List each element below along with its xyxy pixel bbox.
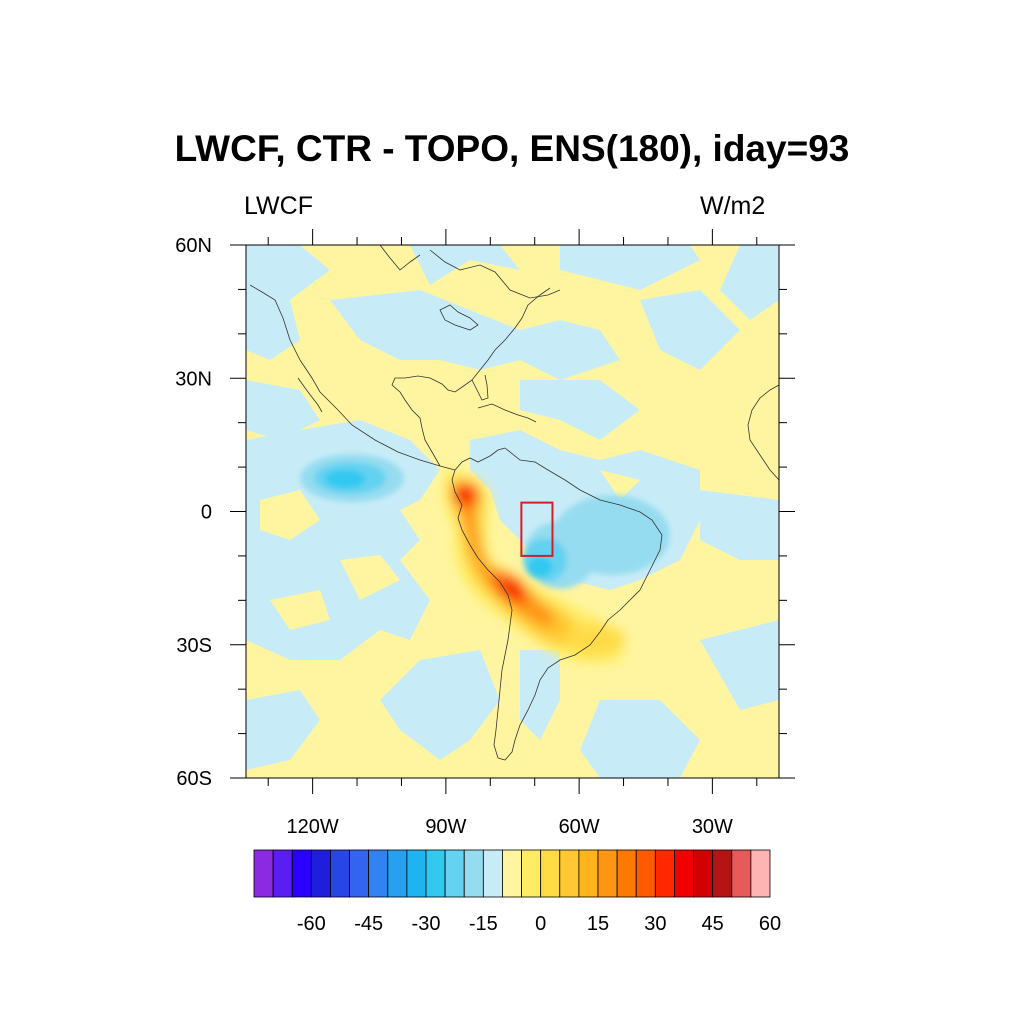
colorbar-label: 30 xyxy=(644,913,666,935)
lat-label: 30S xyxy=(176,635,212,657)
colorbar-label: 45 xyxy=(702,913,724,935)
colorbar-labels: -60 -45 -30 -15 0 15 30 45 60 xyxy=(297,913,781,935)
variable-label: LWCF xyxy=(244,192,313,220)
colorbar-swatch xyxy=(330,849,350,898)
lat-label: 0 xyxy=(201,502,212,524)
highlight-box xyxy=(520,501,554,557)
lon-label: 60W xyxy=(559,816,600,838)
lon-label: 120W xyxy=(287,816,339,838)
colorbar-swatch xyxy=(540,849,561,898)
axis-labels: 60N 30N 0 30S 60S 120W 90W 60W 30W xyxy=(175,235,733,838)
contour-field xyxy=(246,245,779,778)
colorbar-label: -15 xyxy=(469,913,498,935)
colorbar-swatch xyxy=(578,849,599,898)
colorbar-swatch xyxy=(291,849,312,898)
colorbar-label: 0 xyxy=(535,913,546,935)
lat-label: 30N xyxy=(175,368,212,390)
colorbar-label: 60 xyxy=(759,913,781,935)
colorbar-swatch xyxy=(559,849,580,898)
colorbar-swatch xyxy=(674,849,694,898)
colorbar xyxy=(253,849,771,898)
colorbar-swatch xyxy=(253,849,274,898)
colorbar-swatch xyxy=(635,849,656,898)
coastlines xyxy=(249,245,779,761)
colorbar-swatch xyxy=(597,849,618,898)
colorbar-swatch xyxy=(502,849,522,898)
colorbar-swatch xyxy=(272,849,293,898)
colorbar-swatch xyxy=(387,849,408,898)
colorbar-swatch xyxy=(654,849,675,898)
colorbar-swatch xyxy=(463,849,484,898)
colorbar-label: -60 xyxy=(297,913,326,935)
lon-label: 30W xyxy=(692,816,733,838)
colorbar-swatch xyxy=(731,849,752,898)
colorbar-label: 15 xyxy=(587,913,609,935)
colorbar-label: -30 xyxy=(412,913,441,935)
colorbar-swatch xyxy=(425,849,446,898)
colorbar-swatch xyxy=(406,849,427,898)
units-label: W/m2 xyxy=(700,192,766,220)
plot-title: LWCF, CTR - TOPO, ENS(180), iday=93 xyxy=(174,128,850,169)
colorbar-swatch xyxy=(444,849,465,898)
colorbar-swatch xyxy=(750,849,771,898)
colorbar-swatch xyxy=(349,849,370,898)
colorbar-swatch xyxy=(310,849,331,898)
colorbar-swatch xyxy=(368,849,389,898)
lat-label: 60S xyxy=(176,768,212,790)
colorbar-swatch xyxy=(521,849,542,898)
colorbar-swatch xyxy=(712,849,733,898)
colorbar-swatch xyxy=(616,849,637,898)
colorbar-swatch xyxy=(693,849,714,898)
colorbar-swatch xyxy=(482,849,503,898)
axis-ticks xyxy=(230,229,795,794)
lon-label: 90W xyxy=(425,816,466,838)
lat-label: 60N xyxy=(175,235,212,257)
colorbar-label: -45 xyxy=(354,913,383,935)
